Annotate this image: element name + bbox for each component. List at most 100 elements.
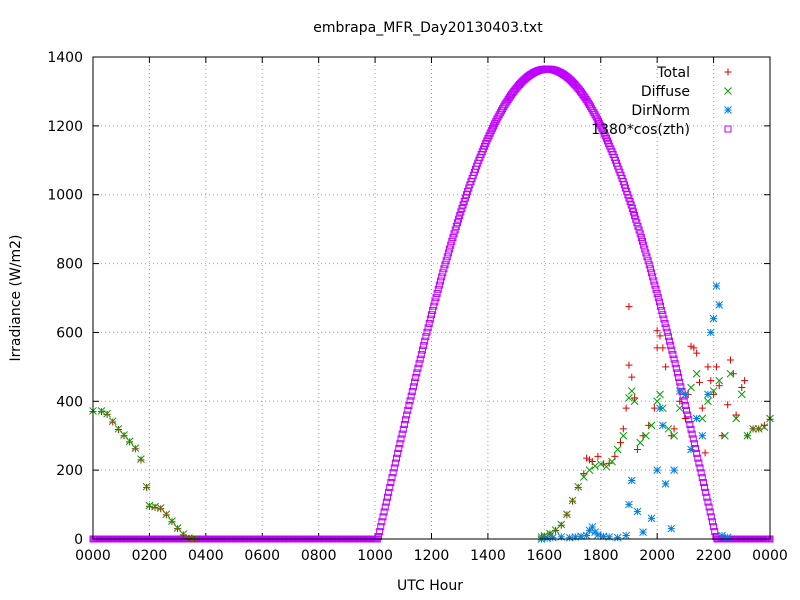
data-point [179,530,188,539]
data-point [385,488,393,496]
data-point [422,333,430,341]
data-point [637,234,645,242]
data-point [619,425,627,433]
data-point [594,531,602,539]
data-point [659,311,667,319]
data-point [593,115,601,123]
data-point [633,219,641,227]
data-point [425,319,433,327]
data-point [649,273,657,281]
data-point [688,430,696,438]
data-point [156,504,165,512]
data-point [670,466,678,474]
y-tick-label: 800 [56,257,83,273]
data-point [667,342,675,350]
data-point [706,328,715,337]
data-point [743,431,752,440]
data-point [622,531,630,540]
x-tick-label: 2000 [639,548,675,564]
y-tick-label: 400 [56,394,83,410]
data-point [450,230,458,238]
data-point [638,237,646,245]
legend-label: DirNorm [631,103,690,119]
plot-frame [92,56,771,540]
data-point [657,302,665,310]
data-point [628,373,636,381]
data-point [599,127,607,135]
data-point [658,306,666,314]
data-point [582,531,591,540]
data-point [394,449,402,457]
x-tick-label: 1200 [414,548,450,564]
data-point [707,377,715,385]
data-point [428,311,435,319]
data-point [563,510,571,519]
data-point [715,376,724,385]
data-point [377,523,385,531]
data-point [727,356,735,364]
data-point [423,328,431,336]
data-point [659,344,667,352]
data-point [670,425,678,433]
data-point [393,454,401,462]
data-point [619,431,628,440]
data-point [654,294,662,302]
data-point [702,488,710,496]
legend-marker [724,125,732,133]
legend-marker [724,106,732,114]
series-0 [89,303,774,543]
data-point [376,528,384,536]
data-point [711,528,719,536]
data-point [405,402,413,410]
data-point [418,346,426,354]
data-point [596,120,604,128]
data-point [698,404,706,412]
x-tick-label: 0600 [244,548,280,564]
data-point [455,215,463,223]
legend-label: Total [656,65,690,81]
data-point [737,390,746,399]
data-point [125,437,134,446]
data-point [697,469,705,477]
data-point [424,324,432,332]
data-point [642,249,650,257]
legend-marker [724,87,732,95]
data-point [490,122,498,130]
data-point [630,397,639,406]
data-point [432,294,440,302]
data-point [439,269,447,277]
data-point [585,466,594,474]
data-point [488,124,496,132]
data-point [644,257,652,265]
data-point [426,315,434,323]
data-point [431,298,439,306]
data-point [652,285,660,293]
data-point [625,393,633,402]
data-point [709,387,718,395]
data-point [724,125,732,133]
data-point [616,439,624,447]
data-point [452,222,460,230]
data-point [421,337,429,345]
data-point [650,277,658,285]
data-point [692,414,701,423]
data-point [651,281,659,289]
data-point [613,445,622,454]
data-point [379,513,387,521]
data-point [695,459,703,467]
data-point [658,421,667,430]
data-point [732,411,740,419]
data-point [579,473,588,481]
data-point [675,404,684,413]
data-point [675,387,684,395]
data-point [671,360,679,368]
data-point [399,425,407,433]
legend: Total Diffuse DirNorm 1380*cos(zth) [591,65,732,138]
data-point [605,533,614,541]
data-point [627,387,636,395]
data-point [687,445,695,454]
data-point [754,424,763,433]
data-point [420,342,428,350]
data-point [103,409,111,418]
chart-title: embrapa_MFR_Day20130403.txt [313,20,543,36]
